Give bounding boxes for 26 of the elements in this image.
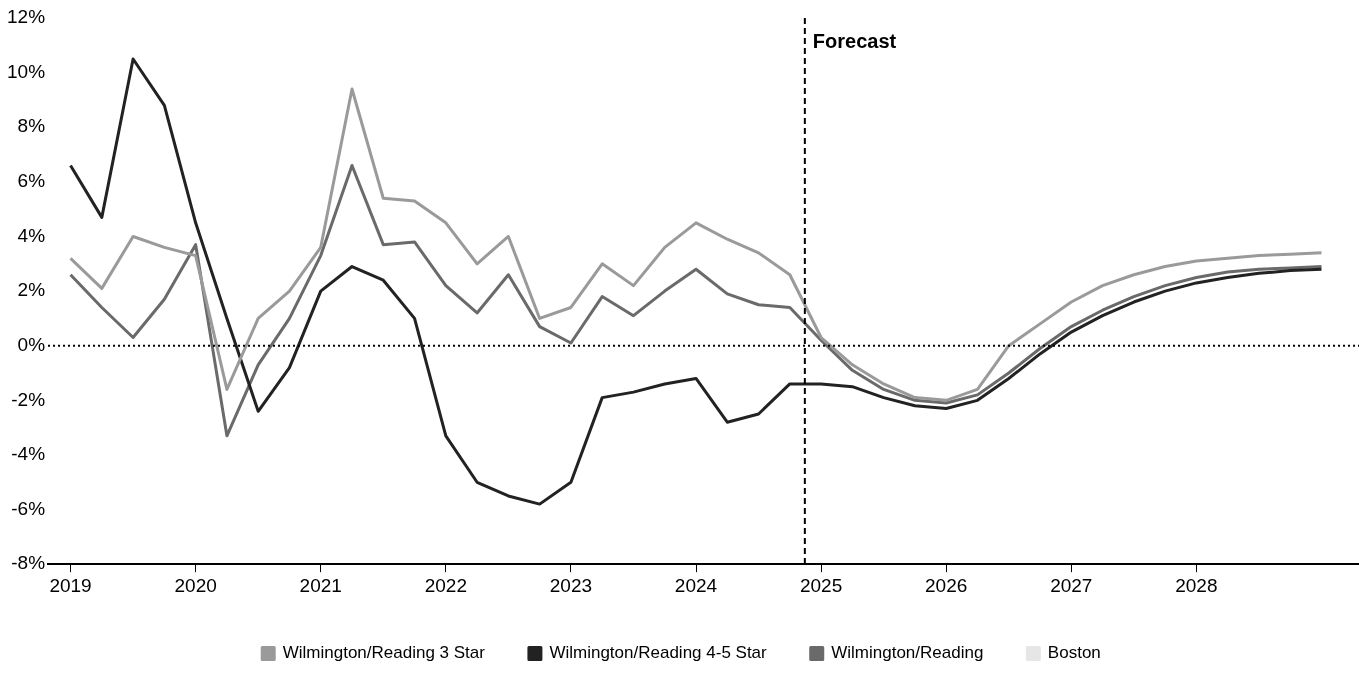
x-tick-label: 2026 [925,574,968,596]
y-tick-label: 12% [7,6,46,28]
legend-label: Wilmington/Reading 3 Star [282,643,486,663]
legend-label: Wilmington/Reading 4-5 Star [549,643,768,663]
x-tick-label: 2020 [174,574,217,596]
legend-label: Boston [1047,643,1101,663]
x-tick-label: 2023 [549,574,593,596]
y-tick-label: 4% [17,224,46,246]
x-tick-label: 2028 [1175,574,1218,596]
x-tick-label: 2027 [1050,574,1093,596]
ref-line-label: Forecast [812,29,897,52]
x-tick-label: 2019 [49,574,92,596]
x-tick-label: 2024 [674,574,718,596]
legend-label: Wilmington/Reading [831,643,984,663]
y-tick-label: -4% [11,443,46,465]
y-tick-label: -8% [11,552,46,574]
x-tick-label: 2021 [299,574,342,596]
y-tick-label: -2% [11,388,46,410]
y-tick-label: 0% [17,333,46,355]
y-tick-label: -6% [11,497,46,519]
x-tick-label: 2022 [424,574,467,596]
x-tick-label: 2025 [799,574,843,596]
y-tick-label: 6% [17,170,46,192]
y-tick-label: 2% [17,279,46,301]
y-tick-label: 8% [17,115,46,137]
y-tick-label: 10% [7,60,46,82]
